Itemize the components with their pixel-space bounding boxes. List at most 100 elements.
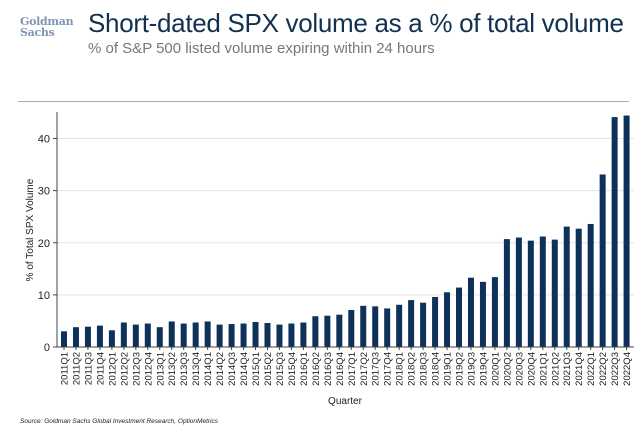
bar-2021Q2	[551, 239, 558, 347]
x-tick-label: 2017Q4	[383, 352, 394, 386]
bar-2022Q3	[611, 117, 618, 347]
bar-2022Q2	[599, 174, 606, 347]
x-tick-label: 2016Q2	[311, 352, 322, 386]
x-tick-label: 2013Q1	[155, 352, 166, 386]
bar-2015Q4	[288, 323, 295, 347]
bar-2015Q2	[264, 323, 271, 347]
bar-2018Q3	[420, 302, 427, 347]
bar-2014Q3	[228, 324, 235, 347]
source-note: Source: Goldman Sachs Global Investment …	[20, 418, 218, 425]
y-tick-label: 20	[38, 238, 50, 250]
bars	[61, 115, 630, 347]
x-tick-label: 2021Q4	[574, 352, 585, 386]
bar-2011Q4	[96, 325, 103, 347]
bar-2021Q3	[563, 226, 570, 347]
x-tick-label: 2015Q3	[275, 352, 286, 386]
x-tick-label: 2018Q1	[395, 352, 406, 386]
x-tick-label: 2017Q1	[347, 352, 358, 386]
bar-2014Q4	[240, 323, 247, 347]
x-tick-labels: 2011Q1 2011Q2 2011Q3 2011Q4 2012Q1 2012Q2 2012…	[60, 347, 633, 386]
x-tick-label: 2013Q3	[179, 352, 190, 386]
y-tick-label: 10	[38, 290, 50, 302]
bar-2017Q3	[372, 306, 379, 347]
x-tick-label: 2015Q4	[287, 352, 298, 386]
x-tick-label: 2012Q3	[131, 352, 142, 386]
bar-2013Q4	[192, 322, 199, 347]
x-tick-label: 2019Q2	[455, 352, 466, 386]
bar-2020Q4	[527, 240, 534, 347]
x-tick-label: 2016Q4	[335, 352, 346, 386]
bar-2016Q4	[336, 314, 343, 347]
bar-2019Q4	[479, 281, 486, 347]
x-tick-label: 2022Q1	[586, 352, 597, 386]
bar-2019Q3	[467, 277, 474, 347]
x-tick-label: 2011Q1	[60, 352, 71, 385]
y-tick-label: 40	[38, 134, 50, 146]
bar-2017Q4	[384, 308, 391, 347]
x-tick-label: 2018Q3	[419, 352, 430, 386]
bar-2012Q4	[144, 323, 151, 347]
x-tick-label: 2017Q3	[371, 352, 382, 386]
bar-2018Q2	[408, 300, 415, 347]
x-tick-label: 2013Q2	[167, 352, 178, 386]
chart-title: Short-dated SPX volume as a % of total v…	[88, 8, 624, 38]
bar-2017Q1	[348, 309, 355, 347]
x-tick-label: 2016Q3	[323, 352, 334, 386]
x-tick-label: 2021Q1	[538, 352, 549, 386]
bar-2011Q1	[61, 331, 67, 347]
bar-2013Q3	[180, 323, 187, 347]
bar-2015Q3	[276, 324, 283, 347]
x-tick-label: 2020Q2	[502, 352, 513, 386]
x-tick-label: 2018Q2	[407, 352, 418, 386]
bar-2012Q3	[132, 324, 139, 347]
x-tick-label: 2019Q1	[443, 352, 454, 386]
x-tick-label: 2022Q2	[598, 352, 609, 386]
goldman-sachs-logo: Goldman Sachs	[20, 15, 74, 39]
bar-2015Q1	[252, 321, 259, 347]
y-tick-label: 0	[44, 342, 50, 354]
x-tick-label: 2020Q4	[526, 352, 537, 386]
x-tick-label: 2011Q3	[83, 352, 94, 385]
bar-2020Q2	[503, 239, 510, 347]
header-divider	[18, 101, 629, 102]
bar-2022Q1	[587, 223, 594, 347]
bar-2017Q2	[360, 305, 367, 347]
bar-2018Q1	[396, 304, 403, 347]
bar-2019Q2	[456, 287, 463, 347]
bar-2021Q1	[539, 236, 546, 347]
x-tick-label: 2012Q1	[107, 352, 118, 386]
x-axis-label: Quarter	[328, 396, 363, 407]
x-tick-label: 2014Q3	[227, 352, 238, 386]
x-tick-label: 2014Q4	[239, 352, 250, 386]
x-tick-label: 2013Q4	[191, 352, 202, 386]
x-tick-label: 2021Q3	[562, 352, 573, 386]
bar-2013Q2	[168, 321, 175, 347]
x-tick-label: 2011Q2	[71, 352, 82, 385]
chart-subtitle: % of S&P 500 listed volume expiring with…	[88, 40, 435, 57]
x-tick-label: 2019Q3	[466, 352, 477, 386]
gridlines	[57, 138, 634, 296]
x-tick-label: 2022Q4	[622, 352, 633, 386]
bar-2013Q1	[156, 327, 163, 347]
bar-2016Q3	[324, 315, 331, 347]
y-tick-label: 30	[38, 186, 50, 198]
bar-2018Q4	[432, 296, 439, 347]
x-tick-label: 2017Q2	[359, 352, 370, 386]
bar-2021Q4	[575, 228, 582, 347]
x-tick-label: 2014Q2	[215, 352, 226, 386]
x-tick-label: 2016Q1	[299, 352, 310, 386]
x-tick-label: 2020Q1	[490, 352, 501, 386]
x-tick-label: 2011Q4	[95, 352, 106, 385]
bar-2012Q1	[108, 330, 115, 347]
bar-2019Q1	[444, 292, 451, 347]
x-tick-label: 2018Q4	[431, 352, 442, 386]
x-tick-label: 2015Q2	[263, 352, 274, 386]
x-tick-label: 2012Q2	[119, 352, 130, 386]
y-tick-labels: 0 10 20 30 40	[38, 134, 57, 354]
y-axis-label: % of Total SPX Volume	[25, 178, 36, 281]
bar-2016Q2	[312, 316, 319, 347]
bar-2022Q4	[623, 115, 630, 347]
bar-2014Q1	[204, 321, 211, 347]
bar-2012Q2	[120, 322, 127, 347]
